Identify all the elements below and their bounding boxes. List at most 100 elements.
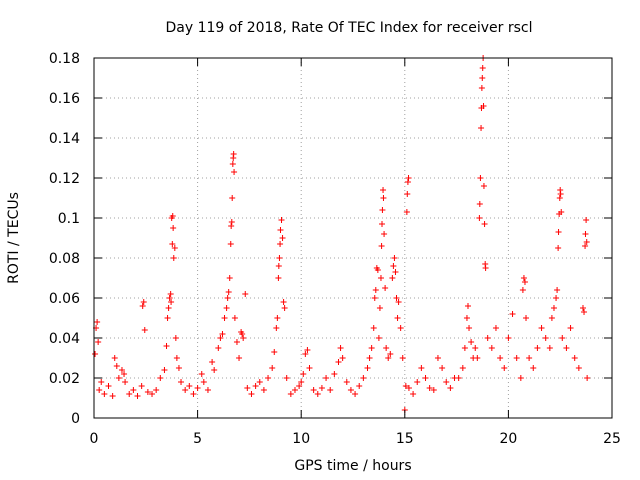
data-point: [256, 379, 263, 385]
data-point: [126, 391, 133, 397]
data-point: [269, 365, 276, 371]
data-point: [405, 175, 412, 181]
data-point: [583, 217, 590, 223]
data-point: [168, 299, 175, 305]
data-point: [98, 379, 105, 385]
data-point: [479, 75, 486, 81]
data-point: [277, 241, 284, 247]
data-point: [252, 383, 259, 389]
data-point: [228, 219, 235, 225]
data-point: [558, 209, 565, 215]
data-points: [92, 55, 591, 413]
data-point: [385, 355, 392, 361]
data-point: [271, 349, 278, 355]
data-point: [229, 161, 236, 167]
data-point: [434, 355, 441, 361]
x-tick-label: 25: [603, 431, 621, 447]
x-tick-labels: 0 5 10 15 20 25: [90, 431, 621, 447]
data-point: [575, 365, 582, 371]
data-point: [555, 245, 562, 251]
data-point: [393, 295, 400, 301]
data-point: [555, 229, 562, 235]
grid-lines: [94, 58, 612, 418]
data-point: [226, 275, 233, 281]
y-tick-labels: 0 0.02 0.04 0.06 0.08 0.1 0.12 0.14 0.16 0.18: [49, 51, 80, 427]
data-point: [244, 385, 251, 391]
data-point: [240, 335, 247, 341]
data-point: [323, 375, 330, 381]
data-point: [302, 351, 309, 357]
data-point: [144, 389, 151, 395]
y-tick-label: 0.16: [49, 91, 80, 107]
data-point: [221, 315, 228, 321]
data-point: [231, 169, 238, 175]
data-point: [343, 379, 350, 385]
data-point: [230, 151, 237, 157]
data-point: [482, 265, 489, 271]
data-point: [548, 315, 555, 321]
data-point: [464, 303, 471, 309]
data-point: [481, 221, 488, 227]
data-point: [277, 227, 284, 233]
data-point: [391, 255, 398, 261]
data-point: [94, 319, 101, 325]
data-point: [96, 387, 103, 393]
data-point: [105, 383, 112, 389]
data-point: [563, 345, 570, 351]
y-tick-label: 0.04: [49, 331, 80, 347]
data-point: [163, 343, 170, 349]
data-point: [521, 279, 528, 285]
y-tick-label: 0: [71, 411, 80, 427]
data-point: [582, 243, 589, 249]
data-point: [459, 365, 466, 371]
data-point: [418, 365, 425, 371]
data-point: [115, 375, 122, 381]
y-tick-label: 0.06: [49, 291, 80, 307]
data-point: [366, 355, 373, 361]
data-point: [387, 351, 394, 357]
data-point: [157, 375, 164, 381]
data-point: [463, 315, 470, 321]
data-point: [488, 345, 495, 351]
data-point: [95, 339, 102, 345]
data-point: [134, 393, 141, 399]
data-point: [402, 383, 409, 389]
data-point: [513, 355, 520, 361]
data-point: [582, 231, 589, 237]
data-point: [579, 305, 586, 311]
data-point: [153, 387, 160, 393]
data-point: [443, 379, 450, 385]
data-point: [291, 387, 298, 393]
data-point: [169, 241, 176, 247]
data-point: [175, 365, 182, 371]
data-point: [260, 387, 267, 393]
y-tick-label: 0.12: [49, 171, 80, 187]
data-point: [231, 315, 238, 321]
y-tick-label: 0.08: [49, 251, 80, 267]
y-axis-label: ROTI / TECUs: [6, 192, 22, 284]
data-point: [172, 335, 179, 341]
data-point: [389, 275, 396, 281]
data-point: [476, 201, 483, 207]
data-point: [392, 269, 399, 275]
data-point: [399, 355, 406, 361]
data-point: [248, 391, 255, 397]
data-point: [173, 355, 180, 361]
data-point: [280, 299, 287, 305]
data-point: [426, 385, 433, 391]
data-point: [141, 327, 148, 333]
data-point: [92, 351, 99, 357]
data-point: [368, 345, 375, 351]
data-point: [556, 195, 563, 201]
data-point: [347, 387, 354, 393]
data-point: [554, 287, 561, 293]
data-point: [477, 175, 484, 181]
y-tick-label: 0.02: [49, 371, 80, 387]
data-point: [538, 325, 545, 331]
data-point: [405, 385, 412, 391]
data-point: [455, 375, 462, 381]
data-point: [376, 305, 383, 311]
data-point: [553, 295, 560, 301]
data-point: [217, 335, 224, 341]
